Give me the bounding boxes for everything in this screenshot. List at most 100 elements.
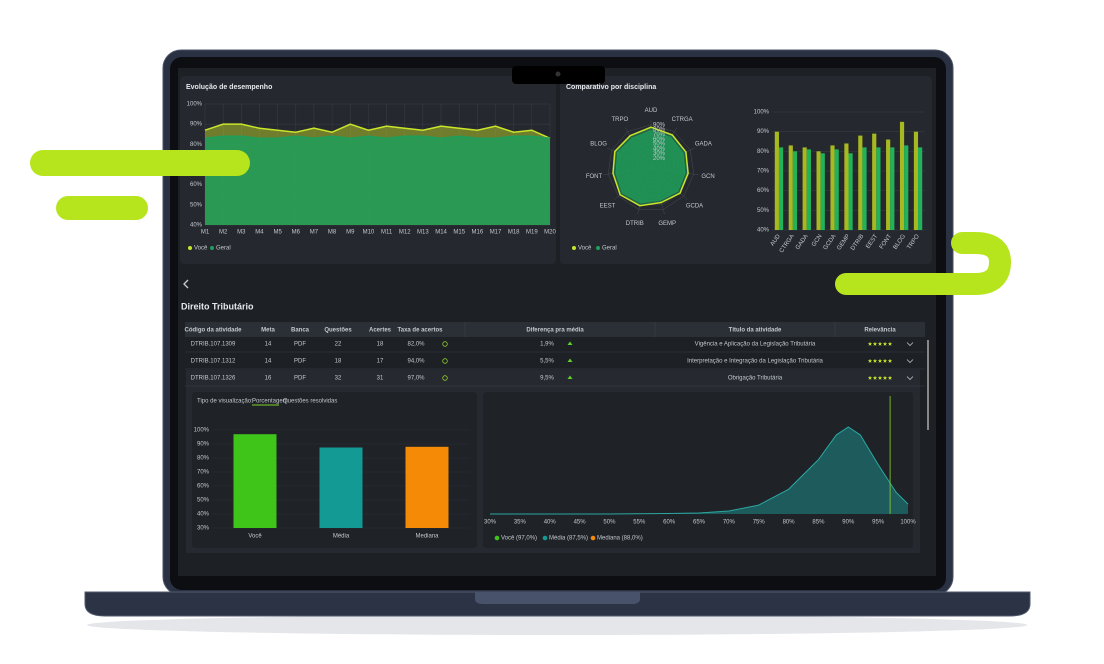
cell: 82,0% <box>407 342 425 348</box>
legend-label: Você <box>578 246 592 252</box>
up-arrow <box>567 375 573 379</box>
x-tick-label: M17 <box>490 230 502 236</box>
star <box>867 375 873 380</box>
radar-tick-label: 70% <box>653 132 666 138</box>
x-tick-label: 85% <box>812 520 825 526</box>
density-line <box>490 426 909 515</box>
expand-toggle[interactable] <box>906 376 914 381</box>
y-tick-label: 100% <box>754 110 770 116</box>
y-tick-label: 50% <box>197 498 210 504</box>
cell: Interpretação e Integração da Legislação… <box>687 359 823 365</box>
cell: 18 <box>377 342 384 348</box>
x-tick-label: M3 <box>237 230 246 236</box>
x-tick-label: Você <box>248 534 262 540</box>
y-tick-label: 70% <box>197 470 210 476</box>
y-tick-label: 90% <box>197 442 210 448</box>
tab[interactable]: Questões resolvidas <box>283 399 337 405</box>
bar <box>876 147 881 230</box>
y-tick-label: 40% <box>757 228 770 234</box>
radar-label: GEMP <box>658 221 676 227</box>
cell: 18 <box>335 359 342 365</box>
expand-toggle[interactable] <box>906 359 914 364</box>
legend-dot <box>188 246 192 250</box>
bar <box>844 143 849 230</box>
legend-dot <box>596 246 600 250</box>
bar <box>918 147 923 230</box>
up-arrow <box>567 358 573 362</box>
x-tick-label: M6 <box>292 230 301 236</box>
radar-tick-label: 50% <box>653 142 666 148</box>
x-tick-label: M15 <box>453 230 465 236</box>
x-tick-label: M14 <box>435 230 447 236</box>
star <box>887 358 893 363</box>
bar <box>872 133 877 230</box>
y-tick-label: 70% <box>757 169 770 175</box>
star <box>882 358 888 363</box>
trackpad-notch <box>475 592 640 604</box>
column-header: Título da atividade <box>729 328 782 334</box>
star <box>887 375 893 380</box>
panel-comparison <box>560 76 932 264</box>
star <box>882 341 888 346</box>
series-line <box>204 135 551 140</box>
decor-stroke <box>835 232 1012 295</box>
y-tick-label: 90% <box>757 129 770 135</box>
tab[interactable]: Porcentagem <box>252 399 288 405</box>
x-tick-label: M12 <box>399 230 411 236</box>
cell: DTRIB.107.1326 <box>191 376 236 382</box>
cell: PDF <box>294 376 306 382</box>
x-tick-label: Média <box>333 534 350 540</box>
x-tick-label: M8 <box>328 230 337 236</box>
bar <box>899 121 905 230</box>
status-icon <box>442 375 448 381</box>
radar-label: BLOG <box>590 142 607 148</box>
bar <box>904 145 909 230</box>
radar-label: GCN <box>701 174 714 180</box>
panel-title: Evolução de desempenho <box>186 84 272 91</box>
x-tick-label: 35% <box>514 520 527 526</box>
y-tick-label: 60% <box>757 188 770 194</box>
radar-label: EEST <box>600 203 616 209</box>
cell: 32 <box>335 376 342 382</box>
cell: 94,0% <box>407 359 425 365</box>
x-tick-label: 50% <box>603 520 616 526</box>
cell: 9,5% <box>540 376 554 382</box>
cell: 16 <box>265 376 272 382</box>
y-tick-label: 30% <box>197 526 210 532</box>
bar <box>788 145 793 230</box>
x-tick-label: 60% <box>663 520 676 526</box>
x-tick-label: M13 <box>417 230 429 236</box>
column-header: Meta <box>261 328 275 334</box>
status-icon <box>442 358 448 364</box>
legend-label: Geral <box>216 246 231 252</box>
back-button[interactable] <box>183 279 189 289</box>
cell: DTRIB.107.1312 <box>191 359 236 365</box>
bar <box>319 447 363 528</box>
star <box>867 341 873 346</box>
view-label: Tipo de visualização: <box>197 399 253 405</box>
y-tick-label: 60% <box>190 182 203 188</box>
cell: 14 <box>265 342 272 348</box>
x-tick-label: M7 <box>310 230 319 236</box>
density-area <box>490 427 908 514</box>
star <box>872 341 878 346</box>
y-tick-label: 100% <box>194 428 210 434</box>
radar-series <box>615 130 686 204</box>
y-tick-label: 40% <box>197 512 210 518</box>
bar <box>858 135 863 230</box>
series-area <box>205 136 550 225</box>
x-tick-label: M5 <box>273 230 282 236</box>
radar-label: TRPO <box>612 117 629 123</box>
section-title: Direito Tributário <box>181 301 254 311</box>
cell: Obrigação Tributária <box>728 376 783 382</box>
expand-toggle[interactable] <box>906 342 914 347</box>
star <box>877 358 883 363</box>
x-tick-label: M16 <box>472 230 484 236</box>
radar-label: GCDA <box>686 203 703 209</box>
bar <box>774 131 779 230</box>
x-tick-label: 70% <box>723 520 736 526</box>
cell: 14 <box>265 359 272 365</box>
x-tick-label: 90% <box>842 520 855 526</box>
bar <box>913 131 919 230</box>
legend-label: Geral <box>602 246 617 252</box>
